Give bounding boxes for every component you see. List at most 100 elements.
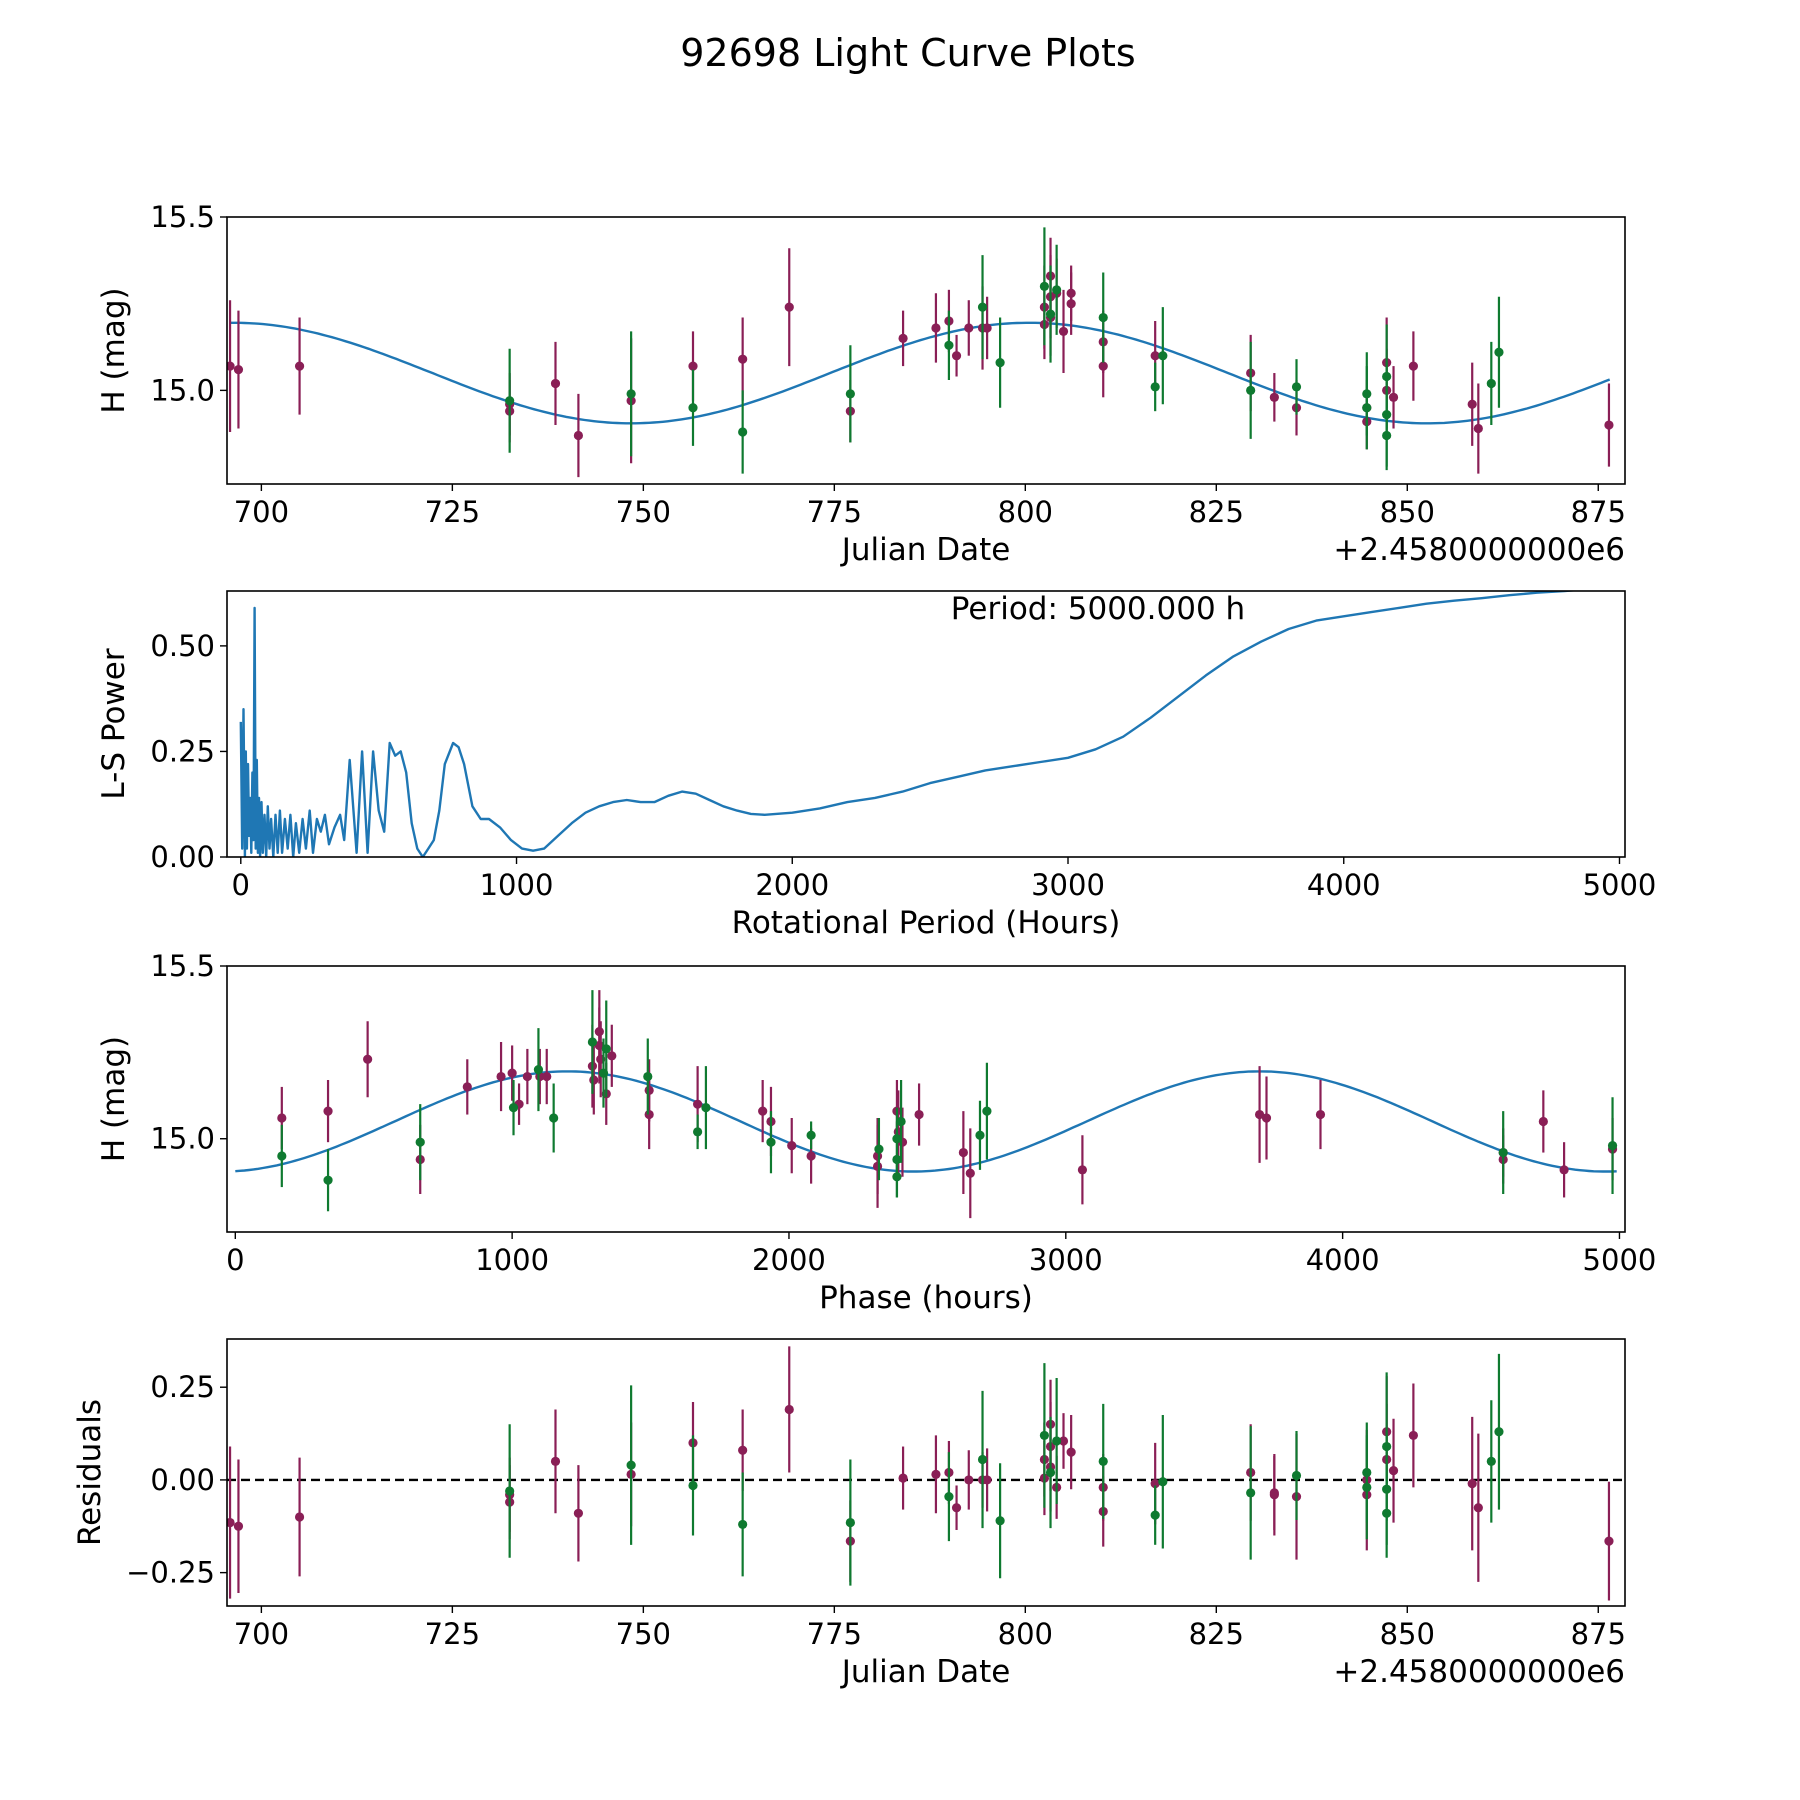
data-point-filter_b [982,1106,992,1116]
y-tick-label: 0.00 [150,1463,215,1497]
data-point-filter_a [550,1456,561,1466]
data-point-filter_b [1494,347,1504,357]
data-point-filter_a [1261,1113,1272,1123]
data-point-filter_b [1362,403,1372,413]
data-point-filter_b [626,1460,636,1470]
x-axis-label: Julian Date [840,532,1011,568]
data-point-filter_a [1315,1109,1326,1120]
x-tick-label: 725 [425,495,480,529]
data-point-filter_b [505,1486,515,1496]
data-point-filter_a [982,1475,992,1485]
data-point-filter_b [1246,1488,1256,1498]
data-point-filter_a [1408,1430,1418,1441]
data-point-filter_a [1098,361,1108,371]
data-point-filter_a [965,1168,975,1178]
data-point-filter_b [738,427,748,437]
x-tick-label: 0 [226,1243,244,1277]
data-point-filter_a [227,1517,235,1528]
x-tick-label: 725 [425,1617,480,1651]
data-point-filter_a [1388,392,1399,402]
x-tick-label: 2000 [755,868,829,902]
x-axis-label: Rotational Period (Hours) [732,905,1121,941]
data-point-filter_a [898,1473,908,1483]
data-point-filter_a [1604,420,1614,430]
data-point-filter_a [693,1099,703,1109]
data-point-filter_b [845,1517,855,1528]
data-point-filter_a [363,1054,373,1064]
y-tick-label: 0.50 [150,629,215,663]
data-point-filter_b [1052,285,1062,295]
y-tick-label: 0.25 [150,734,215,768]
x-tick-label: 4000 [1307,868,1381,902]
data-point-filter_a [1066,299,1076,309]
x-tick-label: 3000 [1029,1243,1103,1277]
data-point-filter_a [589,1075,599,1085]
data-point-filter_b [944,1492,954,1502]
data-point-filter_b [1486,1456,1496,1466]
data-point-filter_b [508,1103,519,1113]
data-point-filter_b [1607,1141,1618,1151]
model-curve [235,1070,1617,1173]
y-axis-label: H (mag) [96,1036,132,1162]
data-point-filter_a [964,323,974,333]
panel-phased: 15.0 15.5 0 1000 2000 3000 4000 5000 Phase (hour… [96,949,1656,1316]
x-tick-label: 5000 [1583,868,1657,902]
data-point-filter_a [573,1508,584,1518]
x-tick-label: 775 [807,1617,862,1651]
data-point-filter_b [587,1037,598,1047]
data-point-filter_b [1039,281,1050,291]
data-point-filter_b [505,396,515,406]
best-period-annotation: Period: 5000.000 h [951,591,1245,627]
x-tick-label: 1000 [475,1243,549,1277]
data-point-filter_a [542,1071,552,1082]
x-tick-label: 825 [1189,495,1244,529]
data-point-filter_b [1150,1510,1160,1520]
data-point-filter_b [1494,1427,1504,1437]
x-tick-label: 3000 [1031,868,1105,902]
data-point-filter_b [1246,385,1256,395]
data-point-filter_b [1382,1508,1392,1518]
data-point-filter_b [874,1144,884,1154]
data-point-filter_b [688,403,698,413]
data-point-filter_b [944,340,954,350]
data-point-filter_a [1269,1488,1279,1498]
y-tick-label: 15.5 [150,949,215,983]
data-point-filter_a [294,361,305,371]
data-point-filter_a [1559,1165,1569,1175]
data-point-filter_b [896,1116,906,1127]
data-point-filter_b [1150,382,1160,392]
x-tick-label: 800 [998,1617,1053,1651]
x-tick-label: 4000 [1306,1243,1380,1277]
data-point-filter_a [1058,1436,1069,1446]
y-axis-label: H (mag) [96,287,132,413]
axes-frame [226,590,1626,858]
data-point-filter_a [644,1109,654,1120]
x-tick-label: 800 [998,495,1053,529]
data-point-filter_b [323,1175,333,1185]
data-point-filter_b [1098,312,1108,323]
data-point-filter_a [594,1027,604,1037]
y-tick-label: 0.00 [150,840,215,874]
data-point-filter_a [496,1071,506,1082]
x-tick-label: 775 [807,495,862,529]
data-point-filter_a [758,1106,768,1116]
data-point-filter_a [898,333,908,343]
data-point-filter_b [1498,1147,1508,1158]
axes-frame [226,1338,1626,1607]
data-point-filter_a [806,1151,816,1161]
data-point-filter_b [845,389,855,399]
panel-periodogram: 0.00 0.25 0.50 0 1000 2000 3000 4000 5000 Rotatio… [96,590,1657,941]
data-point-filter_a [784,1404,794,1415]
data-point-filter_b [626,389,636,399]
data-point-filter_b [806,1130,816,1140]
data-point-filter_b [738,1519,748,1530]
panel-lightcurve: 15.0 15.5 700 725 750 775 800 825 850 875 Julian D… [96,200,1626,568]
data-point-filter_a [550,378,561,389]
x-tick-label: 1000 [480,868,554,902]
data-point-filter_b [1158,351,1168,361]
data-point-filter_a [573,430,584,441]
x-offset-label: +2.4580000000e6 [1333,1654,1625,1690]
data-point-filter_a [1077,1165,1088,1175]
y-axis-label: Residuals [72,1399,108,1546]
data-point-filter_a [227,361,235,371]
